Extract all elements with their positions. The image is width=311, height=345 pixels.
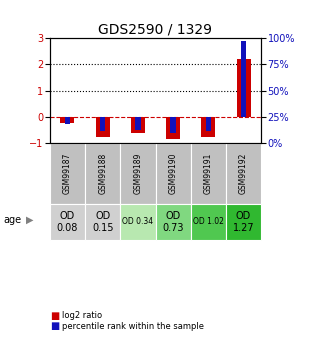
Bar <box>156 204 191 240</box>
Bar <box>120 144 156 204</box>
Bar <box>50 144 85 204</box>
Text: GSM99188: GSM99188 <box>98 153 107 194</box>
Bar <box>237 59 251 117</box>
Title: GDS2590 / 1329: GDS2590 / 1329 <box>99 23 212 37</box>
Bar <box>131 117 145 134</box>
Bar <box>135 117 141 130</box>
Bar <box>170 117 176 133</box>
Bar <box>191 144 226 204</box>
Text: GSM99191: GSM99191 <box>204 153 213 194</box>
Text: OD 1.02: OD 1.02 <box>193 217 224 226</box>
Bar <box>95 117 110 137</box>
Text: GSM99189: GSM99189 <box>133 153 142 194</box>
Bar <box>85 204 120 240</box>
Bar <box>85 144 120 204</box>
Text: GSM99190: GSM99190 <box>169 153 178 194</box>
Bar <box>226 144 261 204</box>
Bar <box>65 117 70 125</box>
Bar <box>241 41 246 117</box>
Text: GSM99187: GSM99187 <box>63 153 72 194</box>
Text: GSM99192: GSM99192 <box>239 153 248 194</box>
Bar <box>100 117 105 131</box>
Text: OD 0.34: OD 0.34 <box>122 217 153 226</box>
Text: ▶: ▶ <box>26 215 34 225</box>
Text: percentile rank within the sample: percentile rank within the sample <box>62 322 204 331</box>
Text: OD
0.08: OD 0.08 <box>57 211 78 233</box>
Bar <box>120 204 156 240</box>
Text: OD
0.15: OD 0.15 <box>92 211 114 233</box>
Bar <box>226 204 261 240</box>
Bar <box>156 144 191 204</box>
Bar <box>60 117 74 123</box>
Text: OD
0.73: OD 0.73 <box>162 211 184 233</box>
Text: ■: ■ <box>50 311 59 321</box>
Text: ■: ■ <box>50 321 59 331</box>
Text: log2 ratio: log2 ratio <box>62 311 102 320</box>
Bar <box>50 204 85 240</box>
Bar <box>191 204 226 240</box>
Bar <box>206 117 211 131</box>
Bar <box>201 117 216 137</box>
Text: age: age <box>3 215 21 225</box>
Text: OD
1.27: OD 1.27 <box>233 211 254 233</box>
Bar <box>166 117 180 139</box>
